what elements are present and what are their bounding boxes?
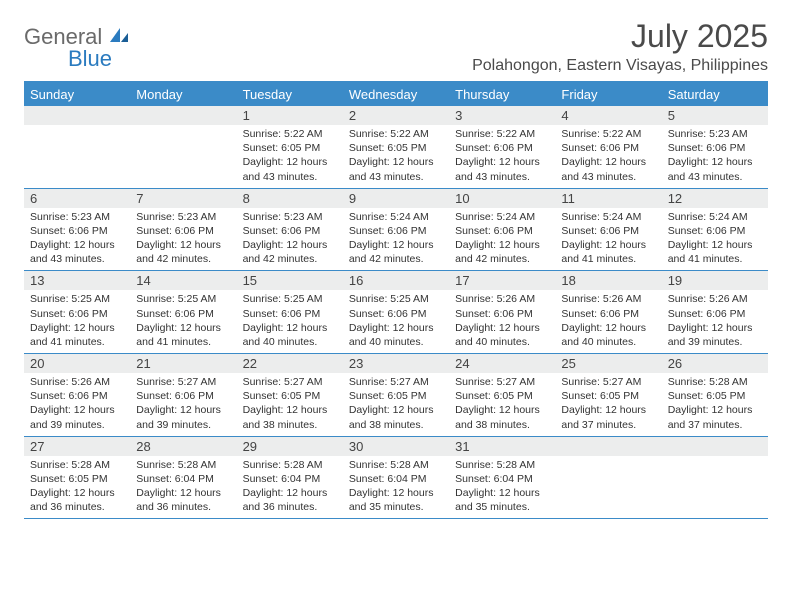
day-number: 25 [555,354,661,373]
calendar-grid: SundayMondayTuesdayWednesdayThursdayFrid… [24,81,768,519]
day-detail: Sunrise: 5:26 AMSunset: 6:06 PMDaylight:… [662,290,768,353]
day-detail: Sunrise: 5:22 AMSunset: 6:06 PMDaylight:… [449,125,555,188]
location-subtitle: Polahongon, Eastern Visayas, Philippines [472,57,768,75]
day-detail [24,125,130,188]
day-detail: Sunrise: 5:28 AMSunset: 6:05 PMDaylight:… [24,456,130,519]
week-detail-row: Sunrise: 5:23 AMSunset: 6:06 PMDaylight:… [24,208,768,272]
title-block: July 2025 Polahongon, Eastern Visayas, P… [472,18,768,75]
day-detail: Sunrise: 5:25 AMSunset: 6:06 PMDaylight:… [24,290,130,353]
day-detail: Sunrise: 5:22 AMSunset: 6:06 PMDaylight:… [555,125,661,188]
day-detail: Sunrise: 5:28 AMSunset: 6:04 PMDaylight:… [237,456,343,519]
dow-header: Saturday [662,83,768,106]
dow-header: Tuesday [237,83,343,106]
week-daynum-row: 12345 [24,106,768,125]
day-number: 26 [662,354,768,373]
week-daynum-row: 6789101112 [24,189,768,208]
week-daynum-row: 2728293031 [24,437,768,456]
week-detail-row: Sunrise: 5:28 AMSunset: 6:05 PMDaylight:… [24,456,768,520]
day-detail: Sunrise: 5:24 AMSunset: 6:06 PMDaylight:… [555,208,661,271]
day-detail: Sunrise: 5:23 AMSunset: 6:06 PMDaylight:… [662,125,768,188]
logo-text-blue: Blue [68,46,130,72]
day-number: 19 [662,271,768,290]
day-detail: Sunrise: 5:25 AMSunset: 6:06 PMDaylight:… [343,290,449,353]
day-number: 28 [130,437,236,456]
dow-header: Wednesday [343,83,449,106]
day-detail: Sunrise: 5:24 AMSunset: 6:06 PMDaylight:… [449,208,555,271]
day-number: 1 [237,106,343,125]
day-number: 10 [449,189,555,208]
day-number: 3 [449,106,555,125]
day-detail: Sunrise: 5:27 AMSunset: 6:06 PMDaylight:… [130,373,236,436]
day-number: 8 [237,189,343,208]
day-number: 17 [449,271,555,290]
week-daynum-row: 20212223242526 [24,354,768,373]
day-detail [555,456,661,519]
day-number: 12 [662,189,768,208]
logo: General Blue [24,24,130,72]
day-number: 14 [130,271,236,290]
day-detail: Sunrise: 5:24 AMSunset: 6:06 PMDaylight:… [662,208,768,271]
day-number: 27 [24,437,130,456]
day-detail: Sunrise: 5:26 AMSunset: 6:06 PMDaylight:… [449,290,555,353]
day-detail: Sunrise: 5:25 AMSunset: 6:06 PMDaylight:… [237,290,343,353]
day-detail: Sunrise: 5:26 AMSunset: 6:06 PMDaylight:… [24,373,130,436]
week-daynum-row: 13141516171819 [24,271,768,290]
week-detail-row: Sunrise: 5:22 AMSunset: 6:05 PMDaylight:… [24,125,768,189]
day-number: 6 [24,189,130,208]
calendar-page: General Blue July 2025 Polahongon, Easte… [0,0,792,519]
day-number: 7 [130,189,236,208]
day-number: 11 [555,189,661,208]
day-detail: Sunrise: 5:25 AMSunset: 6:06 PMDaylight:… [130,290,236,353]
dow-header: Monday [130,83,236,106]
day-number [130,106,236,125]
day-detail: Sunrise: 5:23 AMSunset: 6:06 PMDaylight:… [24,208,130,271]
day-detail: Sunrise: 5:27 AMSunset: 6:05 PMDaylight:… [237,373,343,436]
day-detail: Sunrise: 5:22 AMSunset: 6:05 PMDaylight:… [237,125,343,188]
day-number: 21 [130,354,236,373]
day-number: 31 [449,437,555,456]
day-number: 22 [237,354,343,373]
dow-header: Friday [555,83,661,106]
day-detail: Sunrise: 5:27 AMSunset: 6:05 PMDaylight:… [449,373,555,436]
day-detail: Sunrise: 5:26 AMSunset: 6:06 PMDaylight:… [555,290,661,353]
day-number: 20 [24,354,130,373]
header: General Blue July 2025 Polahongon, Easte… [24,18,768,75]
day-number [555,437,661,456]
dow-header: Sunday [24,83,130,106]
day-detail [130,125,236,188]
dow-row: SundayMondayTuesdayWednesdayThursdayFrid… [24,83,768,106]
day-detail: Sunrise: 5:28 AMSunset: 6:04 PMDaylight:… [130,456,236,519]
day-number: 13 [24,271,130,290]
day-number [24,106,130,125]
day-number: 4 [555,106,661,125]
day-number: 24 [449,354,555,373]
week-detail-row: Sunrise: 5:25 AMSunset: 6:06 PMDaylight:… [24,290,768,354]
day-detail: Sunrise: 5:28 AMSunset: 6:05 PMDaylight:… [662,373,768,436]
day-number: 9 [343,189,449,208]
day-number [662,437,768,456]
day-number: 15 [237,271,343,290]
day-number: 23 [343,354,449,373]
dow-header: Thursday [449,83,555,106]
day-detail: Sunrise: 5:27 AMSunset: 6:05 PMDaylight:… [343,373,449,436]
day-detail: Sunrise: 5:28 AMSunset: 6:04 PMDaylight:… [343,456,449,519]
day-number: 30 [343,437,449,456]
day-detail [662,456,768,519]
day-detail: Sunrise: 5:23 AMSunset: 6:06 PMDaylight:… [130,208,236,271]
day-number: 5 [662,106,768,125]
day-detail: Sunrise: 5:22 AMSunset: 6:05 PMDaylight:… [343,125,449,188]
day-number: 18 [555,271,661,290]
day-detail: Sunrise: 5:23 AMSunset: 6:06 PMDaylight:… [237,208,343,271]
month-title: July 2025 [472,18,768,55]
day-detail: Sunrise: 5:28 AMSunset: 6:04 PMDaylight:… [449,456,555,519]
week-detail-row: Sunrise: 5:26 AMSunset: 6:06 PMDaylight:… [24,373,768,437]
day-detail: Sunrise: 5:27 AMSunset: 6:05 PMDaylight:… [555,373,661,436]
day-number: 2 [343,106,449,125]
day-number: 29 [237,437,343,456]
day-number: 16 [343,271,449,290]
day-detail: Sunrise: 5:24 AMSunset: 6:06 PMDaylight:… [343,208,449,271]
